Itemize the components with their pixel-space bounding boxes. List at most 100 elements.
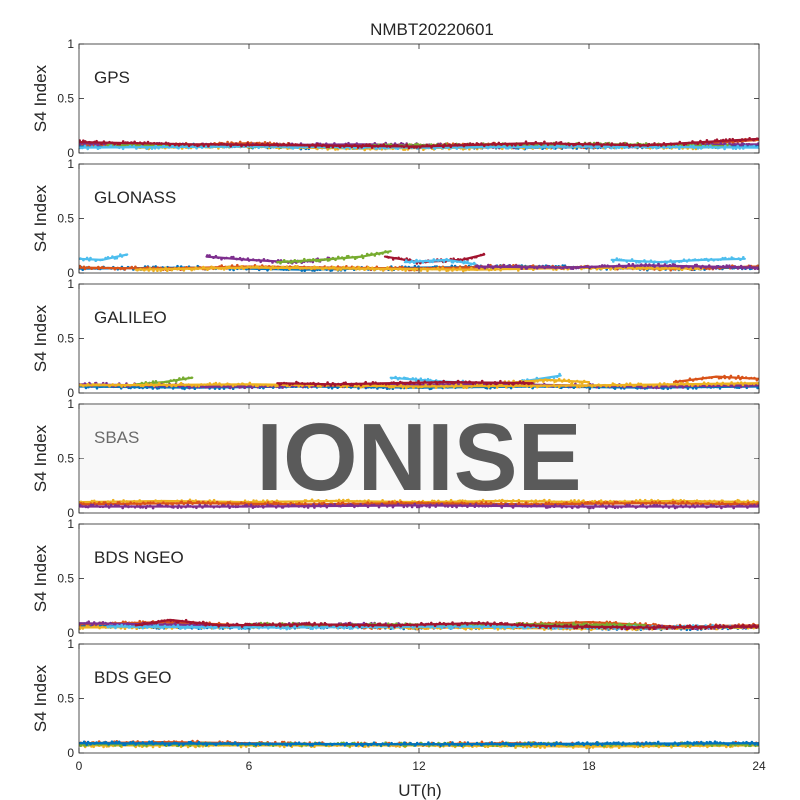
data-point [549,142,553,145]
data-point [708,267,711,271]
data-point [736,142,739,145]
data-point [123,504,127,507]
data-point [621,267,625,271]
data-point [610,142,614,145]
data-point [530,499,533,503]
data-point [415,262,419,265]
data-point [138,499,141,502]
data-point [282,381,286,385]
data-point [139,506,142,509]
data-point [133,386,136,389]
data-point [451,269,454,272]
data-point [184,145,188,149]
data-point [267,259,271,263]
data-point [426,269,429,273]
data-point [620,501,623,505]
data-point [176,264,179,268]
data-point [696,147,700,150]
data-point [206,254,209,257]
data-point [506,144,509,147]
data-point [306,506,310,509]
data-point [673,142,676,146]
data-point [375,385,378,388]
data-point [651,500,654,504]
data-point [79,383,82,387]
data-point [560,500,563,503]
data-point [160,499,163,503]
data-point [228,386,232,390]
data-point [543,140,546,144]
data-point [615,257,619,260]
data-point [393,499,397,503]
data-point [425,143,429,147]
data-point [454,383,458,387]
data-point [437,259,440,262]
data-point [143,141,146,144]
data-point [582,499,585,502]
data-point [263,502,267,505]
data-point [420,501,424,504]
data-point [644,384,647,388]
data-point [344,381,347,385]
data-point [684,504,688,507]
data-point [692,504,695,507]
data-point [339,385,343,389]
data-point [90,267,93,271]
data-point [242,267,245,271]
data-point [590,502,594,505]
data-point [731,147,735,150]
data-point [716,258,720,262]
data-point [79,503,82,507]
data-point [533,503,536,507]
data-point [750,376,753,380]
data-point [405,143,409,147]
data-point [648,263,651,266]
data-point [392,381,396,384]
data-point [413,143,417,146]
data-point [631,262,635,266]
data-point [123,384,127,388]
data-point [660,144,663,147]
data-point [162,383,166,387]
data-point [648,383,652,387]
data-point [494,264,497,268]
data-point [158,503,162,507]
data-point [719,258,722,261]
data-point [100,142,103,145]
data-point [146,504,149,508]
data-point [588,142,591,145]
data-point [181,376,185,380]
data-point [392,385,395,389]
data-point [84,505,88,509]
data-point [345,385,349,389]
data-point [539,384,543,387]
data-point [419,377,423,381]
data-point [373,145,377,148]
data-point [648,385,652,389]
data-point [95,500,99,504]
data-point [388,385,391,389]
data-point [719,265,722,269]
panel-plot-area [79,524,759,633]
data-point [208,382,212,385]
data-point [421,385,424,389]
data-point [369,148,372,151]
data-point [575,379,579,383]
data-point [387,382,391,386]
data-point [127,503,130,506]
data-point [146,146,150,150]
data-point [98,146,102,150]
data-point [364,267,368,271]
data-point [653,260,657,264]
data-point [650,143,653,146]
data-point [679,498,682,502]
data-point [289,501,293,505]
data-point [583,501,587,505]
data-point [143,269,146,272]
data-point [547,501,551,505]
data-point [455,260,459,264]
data-point [391,500,394,504]
data-point [404,386,408,390]
data-point [666,387,670,391]
